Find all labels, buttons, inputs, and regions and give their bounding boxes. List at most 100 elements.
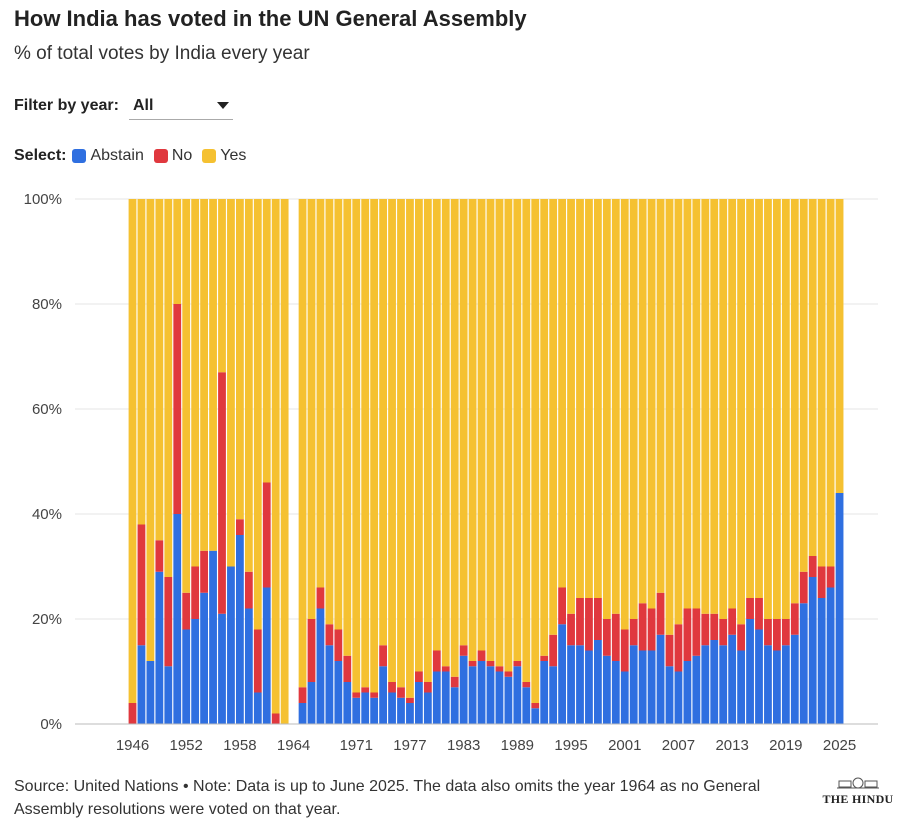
bar-2008[interactable] (683, 199, 692, 724)
bar-segment-abstain (799, 603, 808, 724)
bar-2002[interactable] (629, 199, 638, 724)
bar-1947[interactable] (137, 199, 146, 724)
bar-2015[interactable] (746, 199, 754, 724)
bar-1953[interactable] (191, 199, 200, 724)
bar-2025[interactable] (835, 199, 844, 724)
bar-segment-abstain (200, 592, 208, 724)
bar-2000[interactable] (611, 199, 620, 724)
bar-2013[interactable] (728, 199, 737, 724)
bar-1960[interactable] (253, 199, 262, 724)
bar-segment-yes (549, 199, 558, 635)
bar-2007[interactable] (674, 199, 683, 724)
bar-2016[interactable] (755, 199, 763, 724)
no-swatch (153, 149, 168, 163)
bar-1993[interactable] (549, 199, 558, 724)
bar-1990[interactable] (522, 199, 531, 724)
bar-1995[interactable] (567, 199, 575, 724)
bar-2012[interactable] (719, 199, 728, 724)
bar-2001[interactable] (620, 199, 629, 724)
bar-1967[interactable] (316, 199, 325, 724)
bar-2005[interactable] (656, 199, 665, 724)
bar-2020[interactable] (790, 199, 799, 724)
bar-1974[interactable] (379, 199, 387, 724)
bar-1951[interactable] (173, 199, 182, 724)
bar-1984[interactable] (468, 199, 477, 724)
bar-1986[interactable] (486, 199, 495, 724)
bar-1956[interactable] (218, 199, 226, 724)
bar-1949[interactable] (155, 199, 164, 724)
bar-1973[interactable] (370, 199, 379, 724)
bar-1961[interactable] (262, 199, 271, 724)
bar-1962[interactable] (271, 199, 280, 724)
bar-2018[interactable] (773, 199, 781, 724)
legend-item-abstain[interactable]: Abstain (72, 147, 144, 165)
bar-1948[interactable] (146, 199, 155, 724)
bar-1999[interactable] (602, 199, 611, 724)
bar-1994[interactable] (558, 199, 566, 724)
bar-1971[interactable] (352, 199, 361, 724)
bar-1987[interactable] (495, 199, 504, 724)
bar-1985[interactable] (477, 199, 486, 724)
bar-segment-abstain (683, 661, 692, 724)
bar-1946[interactable] (128, 199, 137, 724)
bar-1966[interactable] (307, 199, 316, 724)
bar-1998[interactable] (594, 199, 602, 724)
bar-segment-abstain (710, 640, 719, 724)
bar-1989[interactable] (513, 199, 522, 724)
bar-1963[interactable] (280, 199, 289, 724)
bar-1980[interactable] (432, 199, 441, 724)
bar-1982[interactable] (450, 199, 459, 724)
bar-1955[interactable] (209, 199, 217, 724)
bar-segment-yes (567, 199, 575, 614)
bar-2009[interactable] (692, 199, 701, 724)
bar-segment-no (334, 629, 343, 661)
bar-segment-yes (423, 199, 432, 682)
bar-1959[interactable] (244, 199, 253, 724)
abstain-swatch (72, 149, 87, 163)
bar-1976[interactable] (397, 199, 405, 724)
bar-2024[interactable] (826, 199, 835, 724)
bar-1996[interactable] (576, 199, 584, 724)
bar-2004[interactable] (647, 199, 656, 724)
bar-2023[interactable] (817, 199, 826, 724)
bar-1988[interactable] (504, 199, 513, 724)
bar-1968[interactable] (325, 199, 334, 724)
bar-1978[interactable] (415, 199, 423, 724)
chevron-down-icon (216, 102, 229, 109)
bar-2010[interactable] (701, 199, 710, 724)
bar-segment-abstain (701, 645, 710, 724)
bar-1991[interactable] (531, 199, 540, 724)
bar-2011[interactable] (710, 199, 719, 724)
bar-1983[interactable] (459, 199, 468, 724)
bar-1979[interactable] (423, 199, 432, 724)
bar-2017[interactable] (764, 199, 772, 724)
bar-segment-abstain (361, 692, 370, 724)
bar-1950[interactable] (164, 199, 173, 724)
bar-1992[interactable] (540, 199, 549, 724)
bar-segment-abstain (513, 666, 522, 724)
bar-2006[interactable] (665, 199, 674, 724)
year-filter-dropdown[interactable]: All (128, 92, 233, 120)
bar-1975[interactable] (388, 199, 396, 724)
bar-segment-abstain (594, 640, 602, 724)
bar-1970[interactable] (343, 199, 352, 724)
bar-1969[interactable] (334, 199, 343, 724)
bar-1958[interactable] (236, 199, 244, 724)
bar-segment-yes (495, 199, 504, 667)
bar-2014[interactable] (737, 199, 745, 724)
bar-1972[interactable] (361, 199, 370, 724)
legend-item-yes[interactable]: Yes (202, 147, 246, 165)
bar-2022[interactable] (808, 199, 817, 724)
bar-2019[interactable] (781, 199, 790, 724)
bar-1952[interactable] (182, 199, 191, 724)
bar-1997[interactable] (585, 199, 593, 724)
bar-2003[interactable] (638, 199, 647, 724)
bar-1954[interactable] (200, 199, 208, 724)
legend-item-no[interactable]: No (153, 147, 192, 165)
bar-1957[interactable] (227, 199, 235, 724)
bar-segment-abstain (531, 708, 540, 724)
bar-2021[interactable] (799, 199, 808, 724)
bar-1965[interactable] (298, 199, 307, 724)
bar-1977[interactable] (406, 199, 414, 724)
bar-1981[interactable] (441, 199, 450, 724)
